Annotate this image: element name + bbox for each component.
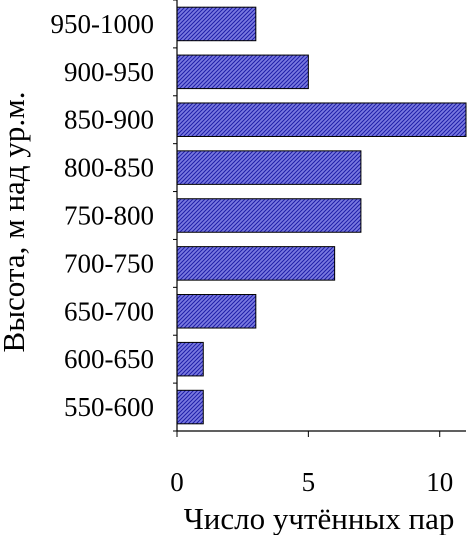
axes-layer [173,0,466,437]
bars-layer [176,6,467,425]
y-tick-label: 750-800 [64,201,154,231]
bar-600-650 [176,341,204,377]
bar-650-700 [176,294,257,329]
y-tick-label: 700-750 [64,248,154,278]
y-tick-label: 950-1000 [51,9,155,39]
bar-800-850 [176,150,362,185]
x-axis-title: Число учтённых пар [184,501,455,535]
y-tick-label: 650-700 [64,296,154,326]
y-tick-label: 900-950 [64,57,154,87]
bar-700-750 [176,246,336,281]
x-tick-label: 10 [426,467,453,497]
y-tick-label: 850-900 [64,105,154,135]
bar-900-950 [176,54,309,90]
bar-850-900 [176,102,467,137]
bar-950-1000 [176,6,257,42]
labels-layer: 950-1000 900-950 850-900 800-850 750-800 700-… [51,9,454,497]
x-tick-label: 5 [302,467,316,497]
y-tick-label: 550-600 [64,392,154,422]
y-tick-label: 800-850 [64,153,154,183]
y-axis-title: Высота, м над ур.м. [0,92,31,353]
bar-750-800 [176,198,362,233]
x-tick-label: 0 [170,467,184,497]
y-tick-label: 600-650 [64,344,154,374]
bar-550-600 [176,389,204,425]
